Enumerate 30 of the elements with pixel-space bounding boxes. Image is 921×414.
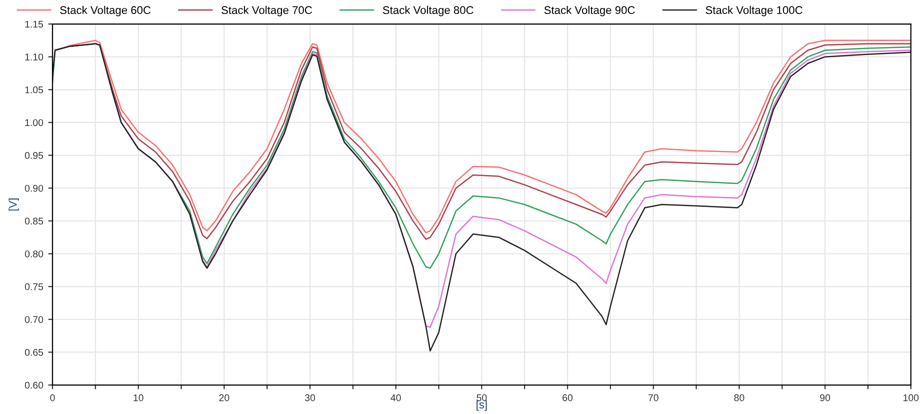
legend-label: Stack Voltage 80C bbox=[382, 6, 474, 16]
y-tick-label: 0.95 bbox=[24, 152, 44, 159]
x-tick-label: 30 bbox=[304, 394, 316, 402]
x-tick-label: 10 bbox=[134, 394, 144, 402]
legend-label: Stack Voltage 60C bbox=[60, 6, 151, 16]
x-tick-label: 60 bbox=[562, 394, 573, 402]
y-tick-label: 1.10 bbox=[25, 54, 44, 60]
x-tick-label: 100 bbox=[904, 394, 919, 402]
x-tick-label: 0 bbox=[50, 394, 55, 402]
x-axis-title: [s] bbox=[476, 400, 487, 411]
y-axis-title: [V] bbox=[8, 198, 19, 211]
y-tick-label: 0.65 bbox=[24, 348, 44, 356]
x-tick-label: 90 bbox=[820, 394, 830, 402]
legend-label: Stack Voltage 100C bbox=[706, 6, 802, 16]
x-tick-label: 70 bbox=[648, 394, 658, 402]
y-tick-label: 0.70 bbox=[24, 316, 44, 323]
x-tick-label: 50 bbox=[476, 394, 487, 402]
legend-label: Stack Voltage 70C bbox=[222, 6, 312, 16]
x-tick-label: 40 bbox=[390, 394, 401, 402]
y-tick-label: 0.85 bbox=[24, 218, 44, 225]
y-tick-label: 0.90 bbox=[24, 184, 44, 192]
y-tick-label: 0.80 bbox=[24, 250, 44, 258]
y-tick-label: 0.60 bbox=[24, 382, 44, 389]
y-tick-label: 1.00 bbox=[25, 119, 44, 126]
x-tick-label: 80 bbox=[734, 394, 744, 402]
y-tick-label: 1.15 bbox=[25, 20, 44, 28]
legend-label: Stack Voltage 90C bbox=[544, 6, 635, 16]
x-tick-label: 20 bbox=[219, 394, 230, 402]
y-tick-label: 1.05 bbox=[25, 86, 44, 94]
y-tick-label: 0.75 bbox=[24, 283, 44, 290]
